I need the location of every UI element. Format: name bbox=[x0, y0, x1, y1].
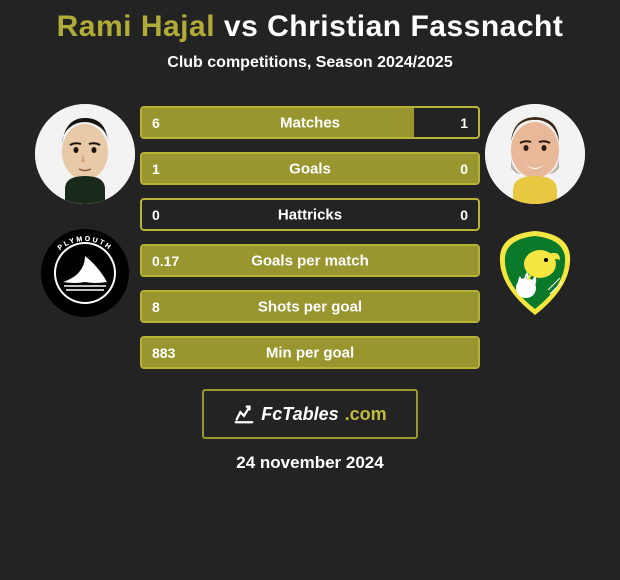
footer-date: 24 november 2024 bbox=[0, 453, 620, 473]
comparison-infographic: Rami Hajal vs Christian Fassnacht Club c… bbox=[0, 0, 620, 580]
brand-name: FcTables bbox=[261, 404, 338, 425]
player1-club-badge: PLYMOUTH PLYMOUTH bbox=[40, 228, 130, 318]
player2-club-badge bbox=[490, 228, 580, 318]
subtitle: Club competitions, Season 2024/2025 bbox=[0, 54, 620, 72]
stat-label: Matches bbox=[280, 114, 340, 131]
brand-logo-icon bbox=[233, 403, 255, 425]
stat-left-value: 1 bbox=[152, 161, 160, 177]
player1-avatar bbox=[35, 104, 135, 204]
stat-row: 0.17 Goals per match bbox=[140, 244, 480, 277]
title-vs: vs bbox=[224, 10, 258, 43]
stat-right-value: 0 bbox=[460, 161, 468, 177]
stat-row: 0 Hattricks 0 bbox=[140, 198, 480, 231]
stat-left-value: 0.17 bbox=[152, 253, 179, 269]
page-title: Rami Hajal vs Christian Fassnacht bbox=[0, 10, 620, 44]
stat-row: 1 Goals 0 bbox=[140, 152, 480, 185]
stat-left-value: 883 bbox=[152, 345, 175, 361]
player1-name: Rami Hajal bbox=[57, 10, 215, 43]
player2-avatar-svg bbox=[485, 104, 585, 204]
main-content: PLYMOUTH PLYMOUTH 6 Matches 1 1 Goals 0 0 Hattr… bbox=[0, 100, 620, 369]
stat-left-value: 6 bbox=[152, 115, 160, 131]
player1-avatar-svg bbox=[35, 104, 135, 204]
brand-tld: .com bbox=[345, 404, 387, 425]
stat-bars: 6 Matches 1 1 Goals 0 0 Hattricks 0 0.17 Goals per… bbox=[140, 100, 480, 369]
stat-right-value: 1 bbox=[460, 115, 468, 131]
stat-label: Min per goal bbox=[266, 344, 354, 361]
stat-fill bbox=[142, 108, 414, 137]
player2-avatar bbox=[485, 104, 585, 204]
stat-right-value: 0 bbox=[460, 207, 468, 223]
player2-name: Christian Fassnacht bbox=[267, 10, 563, 43]
stat-row: 883 Min per goal bbox=[140, 336, 480, 369]
stat-label: Goals bbox=[289, 160, 331, 177]
stat-row: 6 Matches 1 bbox=[140, 106, 480, 139]
stat-row: 8 Shots per goal bbox=[140, 290, 480, 323]
stat-label: Hattricks bbox=[278, 206, 342, 223]
brand-badge: FcTables .com bbox=[202, 389, 418, 439]
stat-label: Goals per match bbox=[251, 252, 369, 269]
stat-left-value: 0 bbox=[152, 207, 160, 223]
right-column bbox=[480, 100, 590, 318]
plymouth-badge-icon: PLYMOUTH PLYMOUTH bbox=[40, 228, 130, 318]
stat-label: Shots per goal bbox=[258, 298, 362, 315]
left-column: PLYMOUTH PLYMOUTH bbox=[30, 100, 140, 318]
norwich-badge-icon bbox=[490, 228, 580, 318]
stat-left-value: 8 bbox=[152, 299, 160, 315]
